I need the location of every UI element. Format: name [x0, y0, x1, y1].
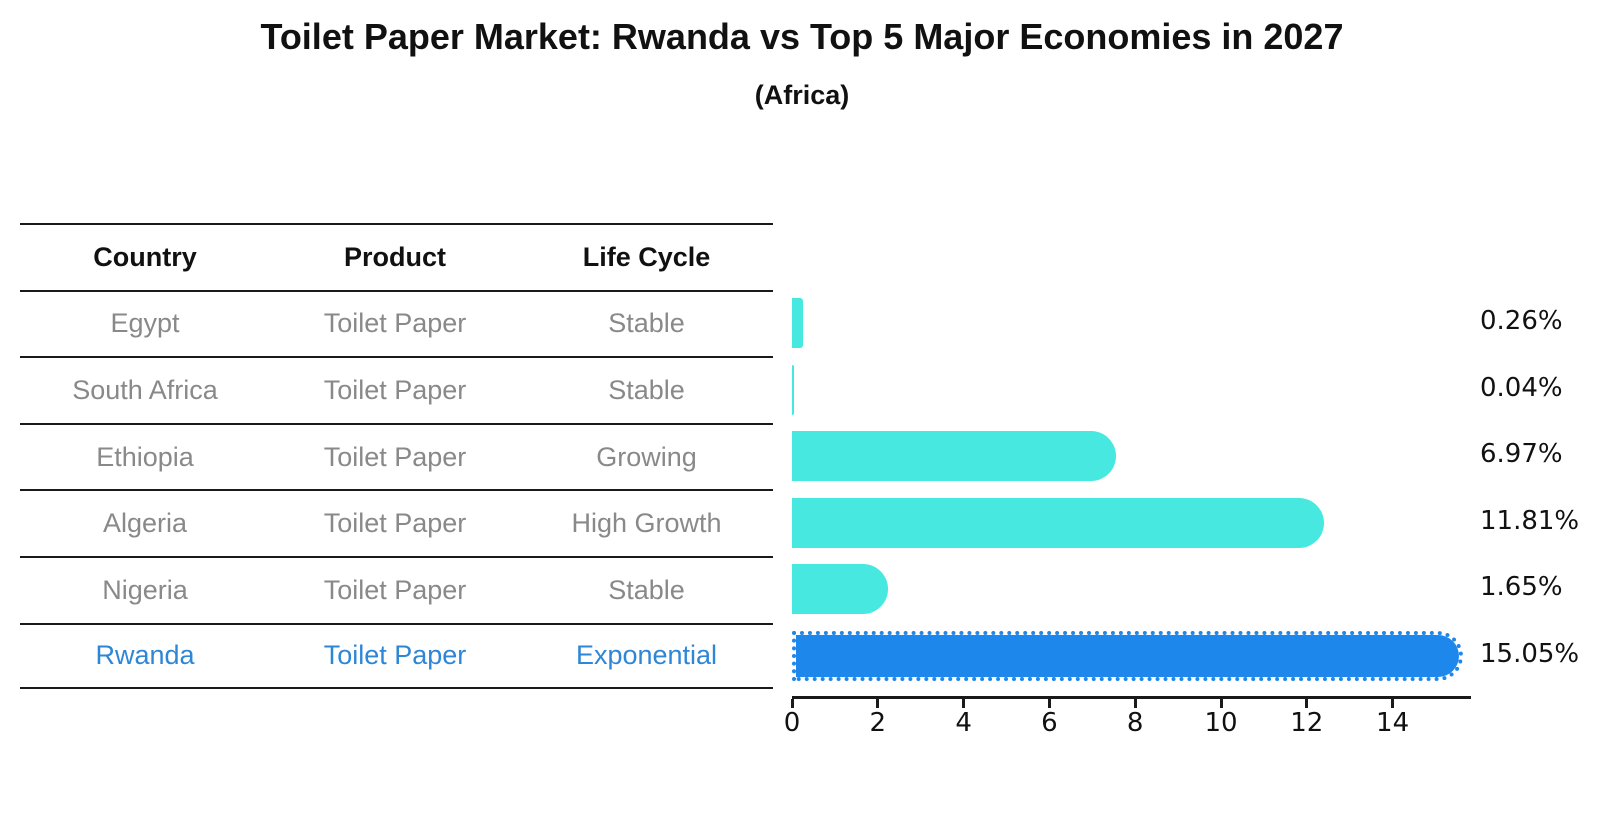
x-tick-4: [962, 699, 966, 708]
table-cell-rwanda-life-cycle: Exponential: [575, 640, 718, 671]
comparison-table: Country Product Life Cycle Egypt Toilet Pape…: [20, 223, 773, 690]
table-cell-rwanda-product: Toilet Paper: [323, 640, 467, 671]
bar-egypt: [792, 297, 804, 348]
bar-rwanda: [792, 630, 1463, 681]
table-cell-south-africa-life-cycle: Stable: [608, 374, 685, 405]
bar-south-africa: [792, 364, 794, 415]
chart-subtitle: (Africa): [754, 80, 850, 110]
table-cell-nigeria-country: Nigeria: [102, 574, 188, 605]
value-label-egypt: 0.26%: [1480, 305, 1563, 336]
table-cell-nigeria-life-cycle: Stable: [608, 574, 685, 605]
value-label-nigeria: 1.65%: [1480, 572, 1563, 603]
table-cell-egypt-life-cycle: Stable: [608, 308, 685, 339]
table-header-row: Country Product Life Cycle: [20, 223, 773, 290]
table-cell-algeria-product: Toilet Paper: [323, 508, 467, 539]
x-tick-label-6: 6: [1041, 708, 1058, 738]
x-tick-label-4: 4: [955, 708, 972, 738]
table-cell-south-africa-product: Toilet Paper: [323, 374, 467, 405]
table-row-nigeria: Nigeria Toilet Paper Stable: [20, 555, 773, 623]
table-row-south-africa: South Africa Toilet Paper Stable: [20, 356, 773, 423]
table-cell-ethiopia-product: Toilet Paper: [323, 441, 467, 472]
table-header-product: Product: [343, 241, 446, 272]
table-row-algeria: Algeria Toilet Paper High Growth: [20, 489, 773, 556]
value-label-ethiopia: 6.97%: [1480, 439, 1563, 470]
x-tick-label-12: 12: [1290, 708, 1324, 738]
value-label-algeria: 11.81%: [1480, 505, 1580, 536]
x-tick-10: [1219, 699, 1223, 708]
table-cell-south-africa-country: South Africa: [72, 374, 218, 405]
table-cell-rwanda-country: Rwanda: [95, 640, 195, 671]
table-cell-nigeria-product: Toilet Paper: [323, 574, 467, 605]
table-cell-egypt-product: Toilet Paper: [323, 308, 467, 339]
x-tick-label-10: 10: [1204, 708, 1238, 738]
x-tick-label-2: 2: [869, 708, 887, 738]
bar-algeria: [792, 497, 1324, 548]
x-tick-label-14: 14: [1376, 708, 1410, 738]
bar-ethiopia: [792, 431, 1116, 482]
table-header-life-cycle: Life Cycle: [582, 241, 711, 272]
table-row-rwanda: Rwanda Toilet Paper Exponential: [20, 622, 773, 690]
x-tick-label-8: 8: [1126, 708, 1144, 738]
x-tick-12: [1305, 699, 1309, 708]
value-label-south-africa: 0.04%: [1480, 372, 1563, 403]
x-tick-2: [876, 699, 880, 708]
x-tick-14: [1391, 699, 1395, 708]
x-axis-line: [792, 696, 1471, 699]
x-tick-8: [1133, 699, 1137, 708]
table-row-egypt: Egypt Toilet Paper Stable: [20, 289, 773, 357]
table-cell-algeria-life-cycle: High Growth: [571, 508, 722, 539]
table-cell-ethiopia-life-cycle: Growing: [596, 441, 697, 472]
x-tick-label-0: 0: [783, 708, 801, 738]
x-tick-6: [1047, 699, 1051, 708]
table-row-ethiopia: Ethiopia Toilet Paper Growing: [20, 422, 773, 490]
chart-title: Toilet Paper Market: Rwanda vs Top 5 Maj…: [260, 16, 1344, 57]
x-tick-0: [790, 699, 794, 708]
table-header-country: Country: [93, 241, 197, 272]
bar-nigeria: [792, 564, 888, 615]
value-label-rwanda: 15.05%: [1480, 638, 1580, 669]
table-cell-ethiopia-country: Ethiopia: [96, 441, 194, 472]
table-cell-algeria-country: Algeria: [102, 508, 188, 539]
table-cell-egypt-country: Egypt: [110, 308, 180, 339]
